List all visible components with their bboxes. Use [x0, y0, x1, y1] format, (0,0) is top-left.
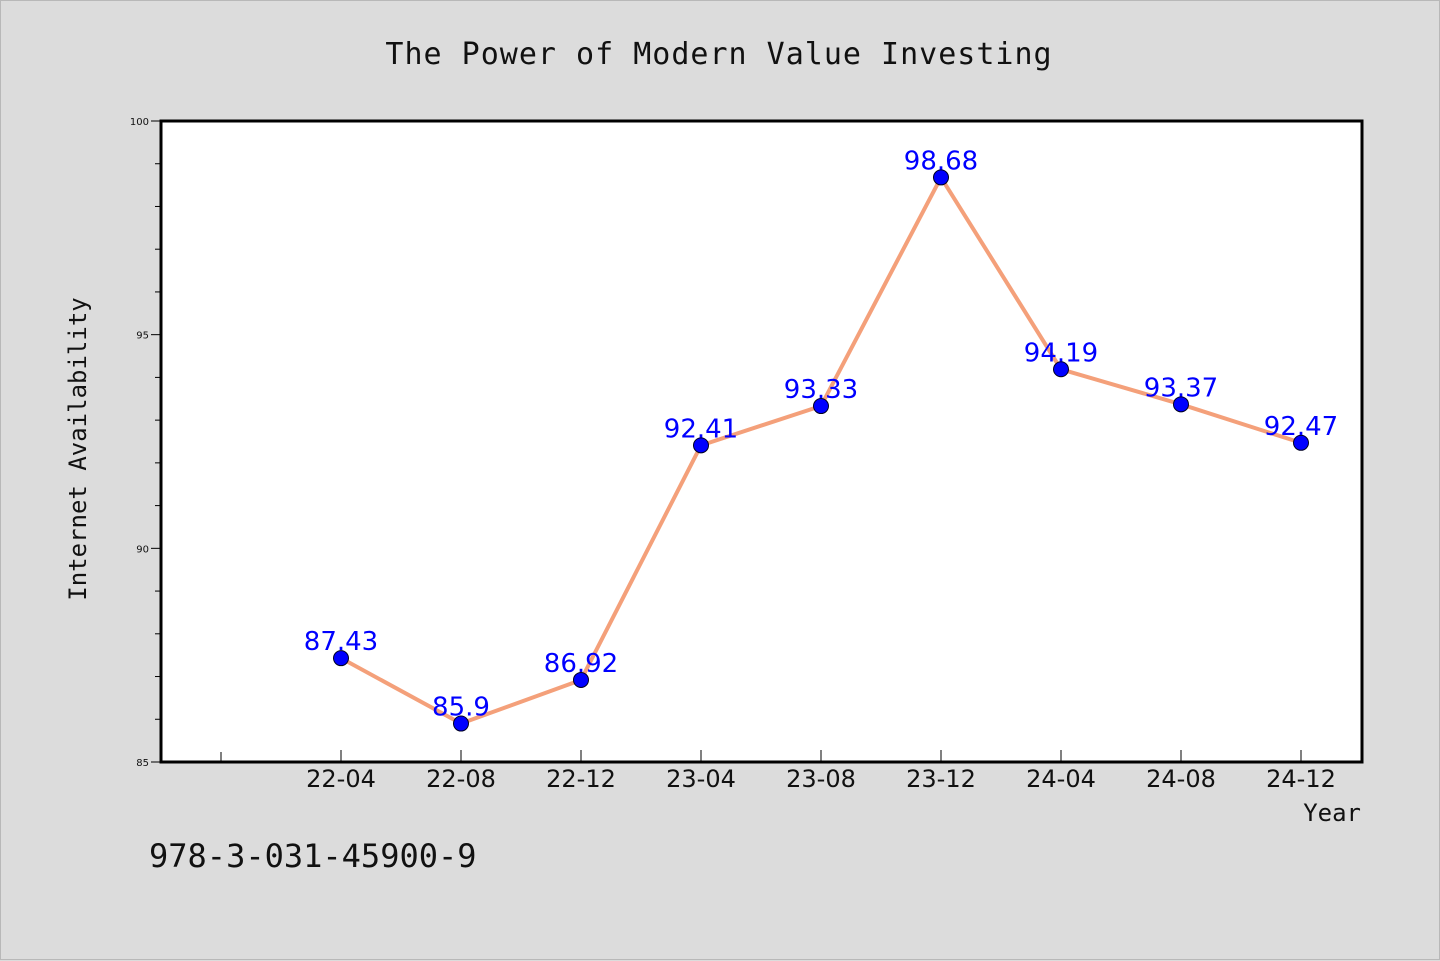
series-line-group — [333, 169, 1309, 732]
x-tick-label: 22-08 — [426, 765, 496, 793]
plot-area — [159, 119, 1364, 764]
y-tick-label: 95 — [136, 331, 149, 342]
data-point — [813, 398, 829, 415]
x-tick-label: 22-04 — [306, 765, 376, 793]
x-axis-label: Year — [1303, 799, 1361, 827]
data-label-group: 87.43 85.9 86.92 92.41 93.33 98.68 94.19 93.37 9… — [304, 146, 1338, 722]
data-label: 94.19 — [1024, 338, 1098, 368]
data-point — [1293, 434, 1309, 451]
x-tick-label: 24-12 — [1266, 765, 1336, 793]
data-label: 85.9 — [432, 693, 490, 723]
x-tick-label: 23-04 — [666, 765, 736, 793]
data-point — [1053, 361, 1069, 378]
data-point — [1173, 396, 1189, 413]
data-label: 92.47 — [1264, 412, 1338, 442]
data-label: 93.37 — [1144, 373, 1218, 403]
x-tick-label: 23-12 — [906, 765, 976, 793]
data-point — [693, 437, 709, 454]
data-label: 87.43 — [304, 627, 378, 657]
data-label: 98.68 — [904, 146, 978, 176]
x-axis: 22-04 22-08 22-12 23-04 23-08 23-12 24-04 24-08… — [220, 750, 1336, 793]
y-axis: 85 90 95 100 — [130, 117, 161, 769]
x-tick-label: 24-08 — [1146, 765, 1216, 793]
data-point — [453, 715, 469, 732]
y-tick-label: 100 — [130, 117, 149, 128]
data-point — [573, 671, 589, 688]
y-tick-label: 85 — [136, 758, 149, 769]
chart-title: The Power of Modern Value Investing — [385, 37, 1052, 72]
data-point — [933, 169, 949, 186]
y-axis-label: Internet Availability — [64, 297, 92, 600]
x-tick-label: 24-04 — [1026, 765, 1096, 793]
data-label: 86.92 — [544, 649, 618, 679]
data-label: 93.33 — [784, 375, 858, 405]
x-tick-label: 22-12 — [546, 765, 616, 793]
footer-isbn: 978-3-031-45900-9 — [149, 837, 477, 875]
x-tick-label: 23-08 — [786, 765, 856, 793]
y-tick-label: 90 — [136, 544, 149, 555]
data-point — [333, 650, 349, 667]
data-label: 92.41 — [664, 414, 738, 444]
